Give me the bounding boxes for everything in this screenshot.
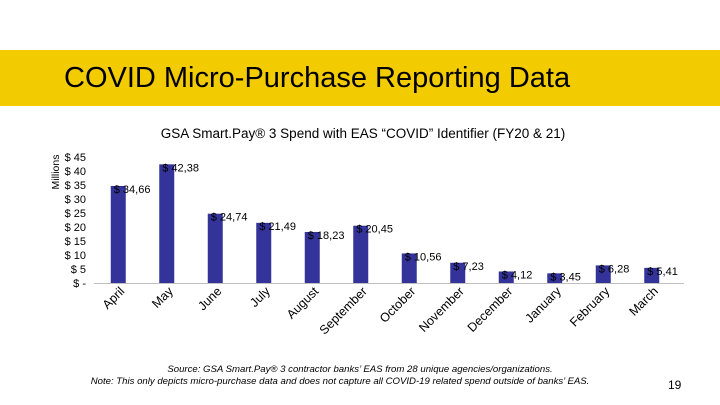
- bar: [644, 267, 660, 283]
- data-label: $ 18,23: [308, 230, 345, 242]
- y-tick-label: $ 45: [65, 152, 86, 164]
- data-label: $ 6,28: [599, 263, 630, 275]
- data-label: $ 20,45: [356, 224, 393, 236]
- bar: [498, 271, 514, 283]
- bar: [256, 222, 272, 283]
- y-tick-label: $ 35: [65, 180, 86, 192]
- title-banner: [0, 50, 720, 106]
- bar: [595, 265, 611, 283]
- bar: [110, 185, 126, 283]
- y-tick-label: $ 20: [65, 222, 86, 234]
- data-label: $ 5,41: [647, 266, 678, 278]
- x-tick-label: May: [149, 284, 176, 311]
- y-tick-label: $ 40: [65, 166, 86, 178]
- x-tick-label: February: [567, 284, 613, 330]
- source-footnote: Source: GSA Smart.Pay® 3 contractor bank…: [167, 364, 553, 375]
- y-axis-label: Millions: [50, 154, 62, 189]
- x-tick-label: January: [523, 284, 565, 326]
- data-label: $ 21,49: [259, 221, 296, 233]
- y-tick-label: $ -: [73, 278, 86, 290]
- data-label: $ 3,45: [550, 271, 581, 283]
- y-tick-label: $ 5: [71, 264, 86, 276]
- page-number: 19: [668, 378, 682, 392]
- data-label: $ 42,38: [162, 162, 199, 174]
- x-tick-label: July: [247, 284, 273, 310]
- x-tick-label: August: [284, 284, 322, 322]
- x-tick-label: June: [195, 284, 224, 313]
- x-tick-label: October: [377, 284, 418, 325]
- x-tick-label: November: [416, 284, 467, 335]
- x-tick-label: September: [317, 284, 370, 337]
- slide-title: COVID Micro-Purchase Reporting Data: [64, 62, 571, 94]
- bar: [353, 225, 369, 283]
- x-tick-label: December: [465, 284, 516, 335]
- bar: [450, 262, 466, 283]
- y-tick-label: $ 25: [65, 208, 86, 220]
- data-label: $ 24,74: [211, 212, 248, 224]
- bar: [304, 231, 320, 283]
- x-tick-label: April: [100, 284, 128, 312]
- chart-title: GSA Smart.Pay® 3 Spend with EAS “COVID” …: [161, 126, 566, 141]
- y-tick-label: $ 15: [65, 236, 86, 248]
- bar: [401, 253, 417, 283]
- bar: [207, 213, 223, 283]
- data-label: $ 7,23: [453, 261, 484, 273]
- x-tick-label: March: [626, 284, 660, 318]
- y-tick-label: $ 10: [65, 250, 86, 262]
- data-label: $ 10,56: [405, 251, 442, 263]
- data-label: $ 34,66: [114, 184, 151, 196]
- y-tick-label: $ 30: [65, 194, 86, 206]
- bar: [159, 164, 175, 283]
- data-label: $ 4,12: [502, 269, 533, 281]
- note-footnote: Note: This only depicts micro-purchase d…: [90, 376, 590, 387]
- bar: [547, 273, 563, 283]
